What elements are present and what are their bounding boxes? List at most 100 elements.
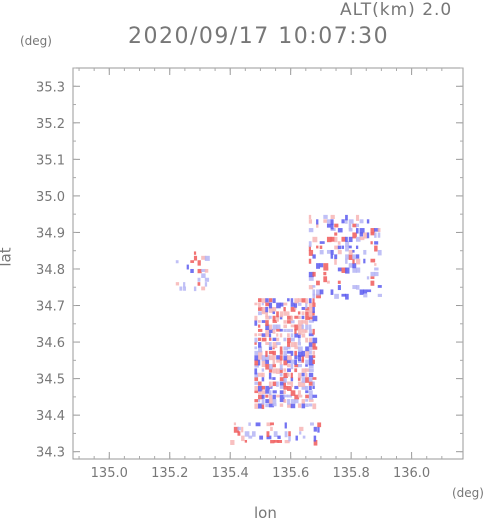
- echo-cell-north-east: [326, 223, 331, 228]
- echo-cell-core: [301, 333, 306, 338]
- echo-cell-core: [279, 328, 283, 332]
- echo-cell-core: [301, 399, 305, 404]
- echo-cell-north-east: [377, 228, 381, 232]
- echo-cell-core: [312, 385, 315, 389]
- echo-cell-core: [305, 399, 309, 402]
- echo-cell-north-east: [330, 236, 336, 242]
- echo-cell-core: [261, 399, 265, 405]
- echo-cell-core: [297, 403, 302, 408]
- y-tick-label: 34.7: [36, 300, 65, 315]
- echo-cell-north-east: [334, 258, 337, 265]
- echo-cell-core: [254, 363, 259, 368]
- echo-cell-north-east: [316, 280, 320, 286]
- echo-cell-west: [197, 282, 201, 286]
- echo-cell-core: [258, 346, 263, 353]
- echo-cell-core: [287, 359, 292, 364]
- echo-cell-core: [301, 355, 305, 362]
- echo-cell-north-east: [330, 223, 334, 230]
- echo-cell-core: [265, 328, 269, 335]
- echo-cell-core: [265, 298, 269, 303]
- echo-cell-core: [290, 306, 296, 312]
- echo-cell-core: [294, 385, 299, 390]
- echo-cell-north-east: [345, 293, 349, 300]
- echo-cell-north-east: [370, 280, 375, 286]
- echo-cell-core: [254, 337, 258, 343]
- echo-cell-core: [290, 315, 294, 321]
- echo-cell-core: [305, 355, 310, 359]
- echo-cell-core: [287, 399, 290, 405]
- echo-cell-south: [284, 439, 290, 444]
- echo-cell-south: [295, 435, 298, 441]
- echo-cell-north-east: [352, 285, 357, 290]
- echo-cell-core: [268, 372, 272, 379]
- echo-cell-north-east: [352, 249, 355, 253]
- echo-cell-core: [294, 328, 297, 334]
- echo-cell-north-east: [308, 219, 313, 224]
- echo-cell-north-east: [366, 289, 372, 293]
- echo-cell-core: [283, 320, 287, 324]
- echo-cell-west: [197, 268, 202, 274]
- echo-cell-core: [287, 298, 290, 302]
- echo-cell-north-east: [316, 289, 321, 296]
- echo-cell-core: [272, 298, 276, 304]
- echo-cell-core: [290, 363, 294, 370]
- echo-cell-core: [294, 346, 299, 350]
- echo-cell-core: [279, 333, 283, 338]
- echo-cell-core: [258, 350, 263, 356]
- echo-cell-core: [254, 315, 258, 321]
- echo-cell-core: [265, 355, 270, 360]
- echo-cell-core: [283, 399, 287, 403]
- echo-cell-core: [254, 302, 258, 306]
- echo-cell-north-east: [363, 258, 366, 264]
- echo-cell-core: [308, 372, 314, 377]
- echo-cell-core: [254, 346, 258, 350]
- echo-cell-core: [287, 337, 291, 343]
- echo-cell-core: [290, 399, 296, 404]
- echo-cell-south: [317, 426, 320, 433]
- echo-cell-core: [290, 403, 296, 409]
- echo-cell-core: [290, 302, 295, 307]
- echo-cell-north-east: [323, 219, 328, 223]
- echo-cell-core: [312, 381, 315, 387]
- echo-cell-north-east: [355, 236, 361, 242]
- echo-cell-core: [305, 346, 310, 352]
- echo-cell-core: [312, 346, 318, 350]
- echo-cell-core: [261, 368, 265, 372]
- echo-cell-core: [276, 337, 280, 342]
- echo-cell-north-east: [330, 249, 334, 255]
- echo-cell-core: [258, 403, 263, 409]
- echo-cell-north-east: [359, 236, 365, 241]
- echo-cell-core: [261, 390, 266, 395]
- echo-cell-core: [287, 363, 291, 368]
- echo-cell-core: [276, 359, 281, 363]
- echo-cell-core: [261, 337, 267, 342]
- echo-cell-core: [290, 342, 296, 348]
- echo-cell-west: [201, 273, 206, 278]
- echo-cell-north-east: [334, 236, 338, 243]
- echo-cell-south: [233, 426, 239, 433]
- echo-cell-core: [305, 363, 308, 367]
- echo-cell-core: [258, 324, 261, 328]
- echo-cell-north-east: [341, 293, 346, 297]
- echo-cell-south: [237, 431, 241, 436]
- echo-cell-core: [297, 298, 303, 303]
- echo-cell-core: [265, 399, 270, 404]
- x-tick-label: 135.2: [151, 466, 188, 481]
- echo-cell-core: [268, 363, 273, 370]
- echo-cell-north-east: [316, 219, 319, 225]
- echo-cell-north-east: [312, 271, 316, 277]
- echo-cell-core: [268, 403, 274, 408]
- echo-cell-north-east: [366, 276, 370, 280]
- echo-cell-core: [283, 350, 287, 357]
- echo-cell-core: [261, 394, 265, 399]
- echo-cell-core: [301, 377, 307, 383]
- echo-cell-core: [261, 355, 267, 362]
- echo-cell-north-east: [355, 214, 360, 221]
- echo-cell-core: [272, 390, 277, 394]
- echo-cell-core: [301, 403, 306, 409]
- echo-cell-core: [265, 403, 270, 408]
- echo-cell-south: [233, 422, 237, 426]
- echo-cell-north-east: [348, 245, 352, 249]
- echo-cell-core: [308, 377, 313, 382]
- echo-cell-core: [305, 337, 309, 343]
